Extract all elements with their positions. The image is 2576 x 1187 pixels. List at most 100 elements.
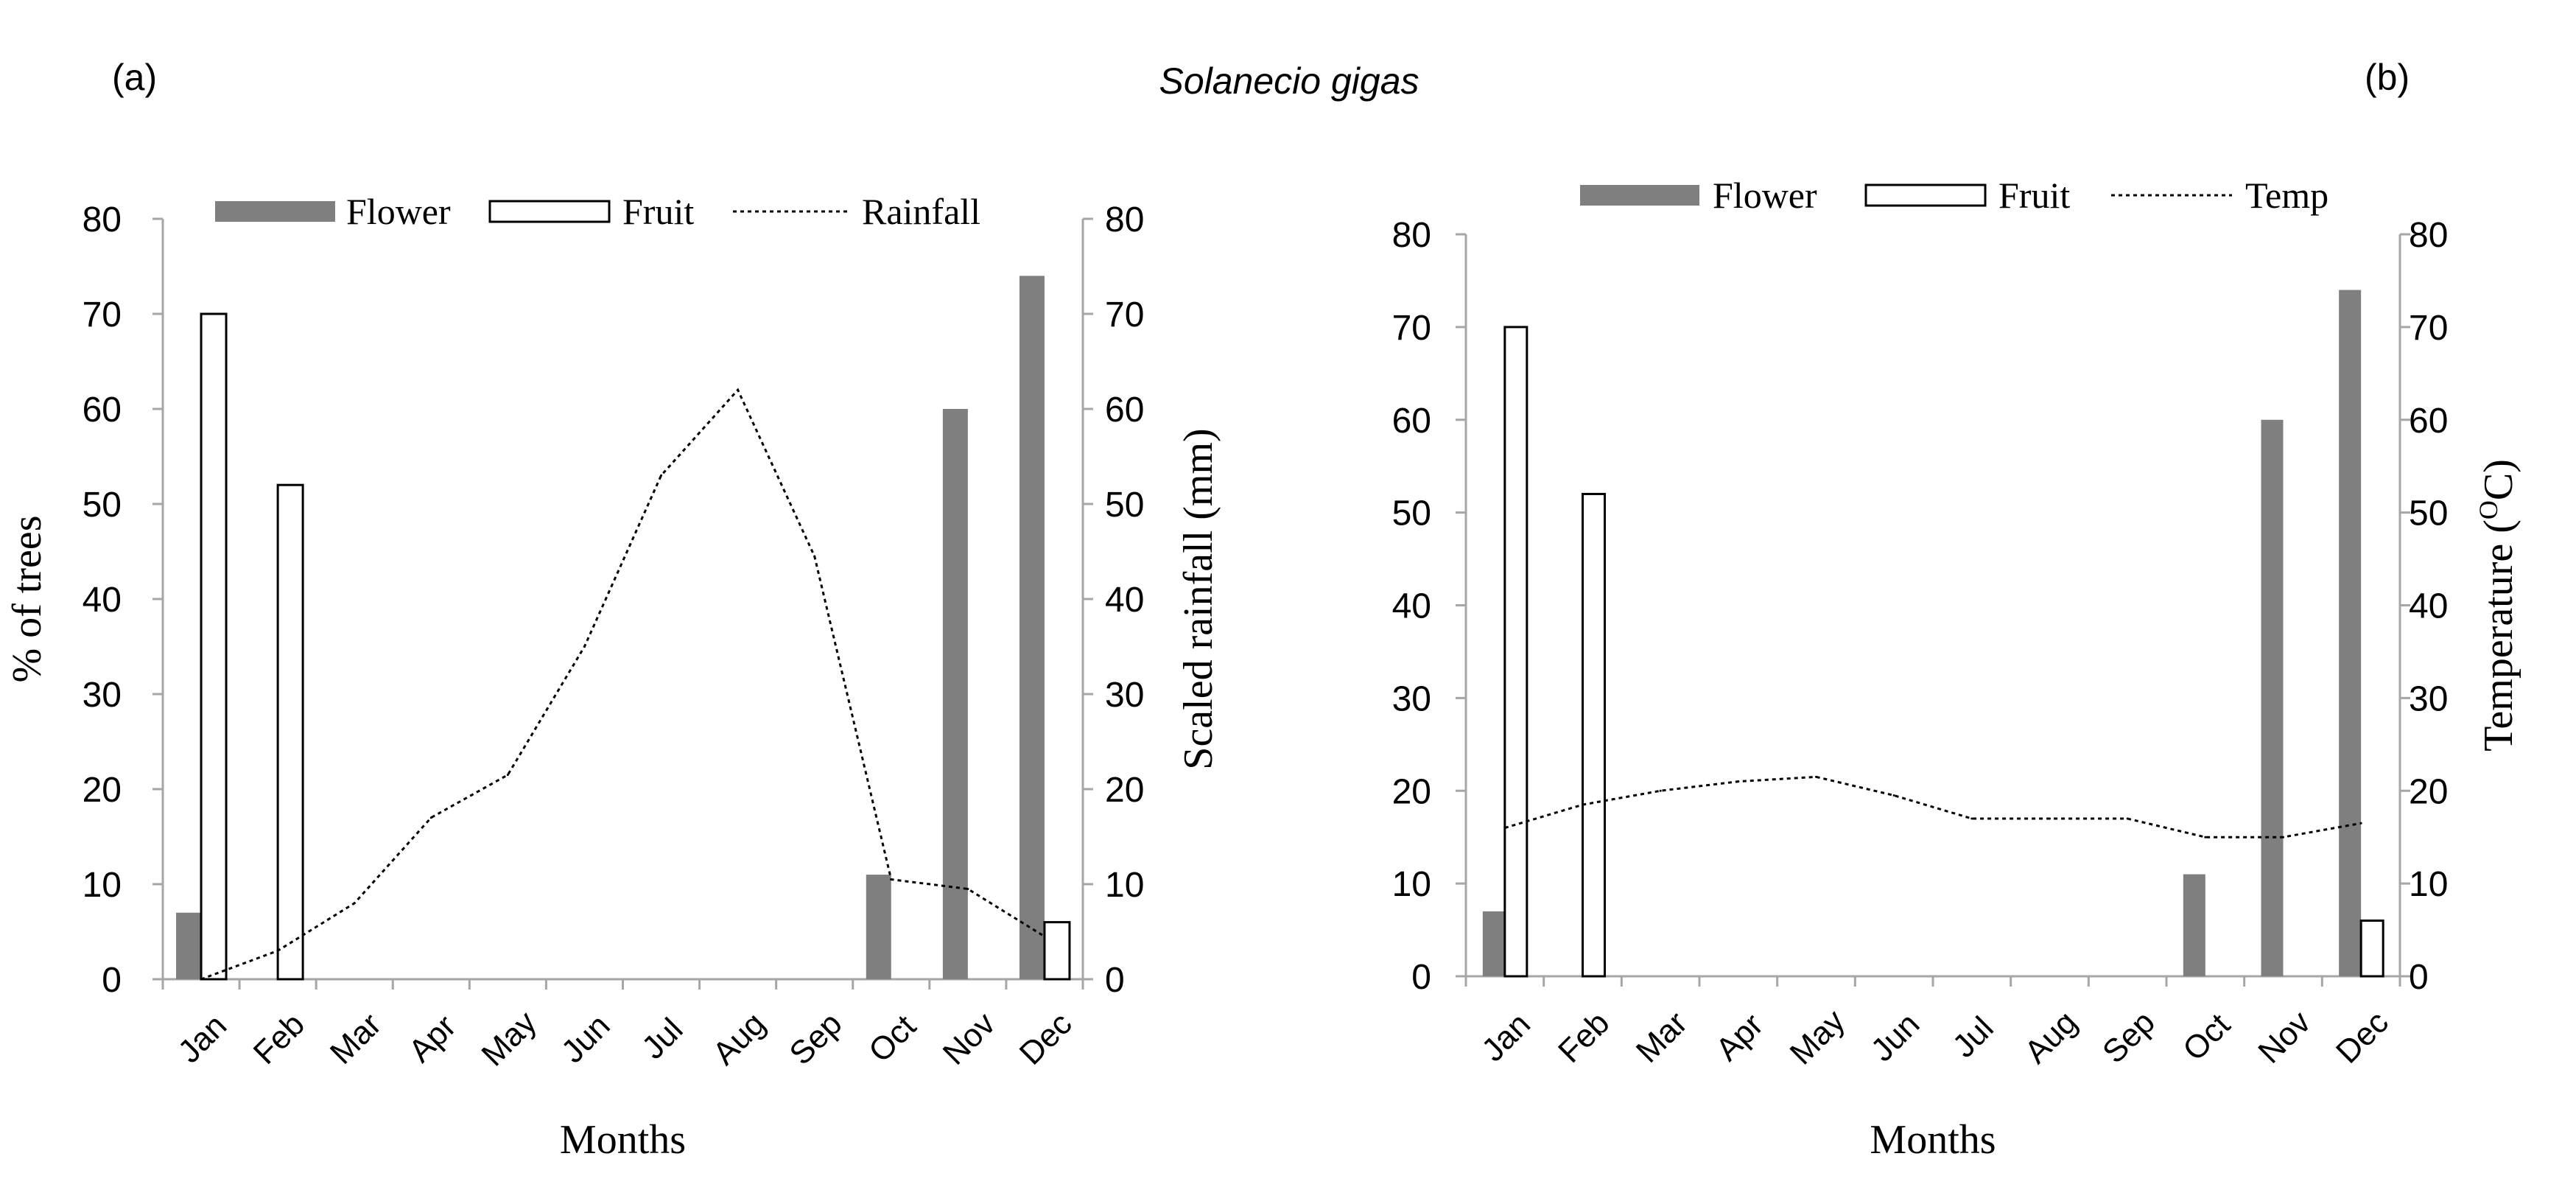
- y-tick-label-right: 70: [1105, 295, 1144, 335]
- panel-a-label: (a): [112, 57, 157, 98]
- point-temp: [1503, 827, 1506, 830]
- bar-flower: [2183, 874, 2205, 976]
- bar-fruit: [1503, 326, 1529, 978]
- x-axis-title: Months: [560, 1117, 686, 1163]
- y-tick-label-left: 80: [1392, 216, 1431, 255]
- bar-fruit: [200, 312, 228, 981]
- point-temp: [1892, 794, 1895, 797]
- x-tick-label: Dec: [2329, 1004, 2396, 1071]
- bar-flower: [176, 912, 202, 979]
- y-tick-label-left: 0: [1411, 958, 1431, 997]
- legend-label-temp: Temp: [2245, 175, 2328, 216]
- x-tick-label: Jan: [1475, 1006, 1537, 1068]
- point-rainfall: [737, 388, 740, 391]
- y-tick-label-right: 40: [1105, 581, 1144, 620]
- point-temp: [2204, 836, 2207, 838]
- y-tick-label-left: 10: [1392, 865, 1431, 904]
- y-tick-label-right: 50: [1105, 486, 1144, 525]
- y-tick-label-right: 10: [2409, 865, 2448, 904]
- point-temp: [1970, 817, 1973, 820]
- y-tick-label-left: 60: [83, 391, 122, 430]
- x-tick-label: Jun: [555, 1007, 617, 1070]
- y-tick-label-right: 20: [2409, 772, 2448, 811]
- point-rainfall: [276, 949, 279, 952]
- y-tick-label-left: 20: [83, 771, 122, 810]
- point-temp: [2282, 836, 2284, 838]
- x-tick-label: Oct: [862, 1008, 923, 1069]
- point-rainfall: [429, 816, 432, 819]
- y-tick-label-right: 50: [2409, 494, 2448, 533]
- y-tick-label-left: 30: [1392, 679, 1431, 718]
- x-tick-label: Feb: [1551, 1005, 1616, 1070]
- y-tick-label-left: 50: [83, 486, 122, 525]
- y-tick-label-left: 70: [1392, 309, 1431, 348]
- bar-fruit: [1582, 492, 1606, 978]
- x-tick-label: Apr: [402, 1008, 463, 1069]
- bar-fruit: [1043, 921, 1071, 981]
- y-tick-label-right: 0: [2409, 958, 2429, 997]
- legend-swatch-flower: [1580, 185, 1699, 206]
- x-tick-label: Aug: [706, 1006, 772, 1072]
- point-rainfall: [890, 878, 893, 881]
- y-axis-title-right-sup: O: [2474, 500, 2503, 519]
- x-tick-label: Dec: [1013, 1006, 1079, 1072]
- bar-flower: [1482, 911, 1505, 976]
- y-tick-label-right: 80: [1105, 200, 1144, 239]
- y-axis-title-left: % of trees: [4, 515, 50, 682]
- x-tick-label: Feb: [247, 1006, 312, 1071]
- legend-label-fruit: Fruit: [622, 191, 694, 232]
- bar-flower: [2261, 419, 2284, 976]
- y-tick-label-right: 70: [2409, 309, 2448, 348]
- point-rainfall: [1043, 935, 1046, 938]
- point-temp: [1737, 780, 1740, 783]
- chart-panel-b: 0 0 10 10 20 20 30 30 40 40 50 50 60 60 70 70 80 80 Jan Feb…: [1392, 175, 2521, 1163]
- y-tick-label-right: 80: [2409, 216, 2448, 255]
- y-tick-label-right: 0: [1105, 961, 1125, 1000]
- point-rainfall: [506, 774, 509, 777]
- line-temp: [1504, 775, 2362, 838]
- legend-label-rainfall: Rainfall: [862, 191, 980, 232]
- y-axis-title-right: Scaled rainfall (mm): [1176, 428, 1221, 769]
- point-rainfall: [583, 645, 586, 648]
- y-tick-label-right: 40: [2409, 587, 2448, 626]
- y-tick-label-right: 30: [1105, 676, 1144, 715]
- x-tick-label: Oct: [2176, 1006, 2237, 1068]
- x-tick-label: May: [1783, 1003, 1852, 1071]
- y-tick-label-left: 30: [83, 676, 122, 715]
- y-axis-title-right-text: Temperature (: [2476, 519, 2521, 752]
- x-tick-label: Sep: [2096, 1004, 2162, 1071]
- x-tick-label: Jul: [635, 1012, 689, 1066]
- y-tick-label-left: 70: [83, 295, 122, 335]
- point-temp: [1582, 803, 1584, 806]
- y-tick-label-left: 80: [83, 200, 122, 239]
- x-tick-label: May: [474, 1004, 543, 1073]
- legend-label-fruit: Fruit: [1998, 175, 2070, 216]
- x-tick-label: Jan: [171, 1007, 234, 1070]
- point-rainfall: [353, 902, 356, 905]
- legend-swatch-flower: [215, 201, 335, 222]
- figure-title: Solanecio gigas: [1159, 60, 1419, 102]
- x-tick-label: Apr: [1709, 1006, 1770, 1068]
- y-tick-label-left: 40: [1392, 587, 1431, 626]
- x-tick-label: Nov: [2251, 1004, 2317, 1071]
- point-rainfall: [200, 978, 203, 981]
- y-axis-title-right-end: C): [2476, 459, 2521, 500]
- point-temp: [2359, 822, 2362, 824]
- point-rainfall: [966, 887, 969, 890]
- y-tick-label-left: 40: [83, 581, 122, 620]
- y-tick-label-left: 0: [102, 961, 122, 1000]
- bar-flower: [2339, 290, 2362, 976]
- point-temp: [2049, 817, 2051, 820]
- chart-panel-a: 0 0 10 10 20 20 30 30 40 40 50 50 60 60 70 70 80 80 Jan Feb…: [4, 191, 1221, 1163]
- y-axis-title-right: Temperature (OC): [2474, 459, 2521, 752]
- bar-flower: [1019, 276, 1045, 979]
- y-tick-label-right: 60: [1105, 391, 1144, 430]
- y-tick-label-left: 10: [83, 866, 122, 905]
- x-tick-label: Sep: [782, 1006, 849, 1072]
- bar-flower: [942, 409, 968, 979]
- y-tick-label-left: 60: [1392, 402, 1431, 441]
- point-rainfall: [660, 474, 663, 477]
- legend-swatch-fruit: [1864, 183, 1987, 207]
- y-tick-label-right: 60: [2409, 402, 2448, 441]
